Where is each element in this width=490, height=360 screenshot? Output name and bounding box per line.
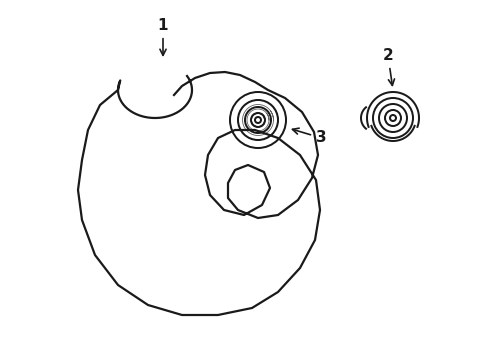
Text: 2: 2 xyxy=(383,48,394,85)
Text: 1: 1 xyxy=(158,18,168,55)
Text: 3: 3 xyxy=(293,128,327,145)
